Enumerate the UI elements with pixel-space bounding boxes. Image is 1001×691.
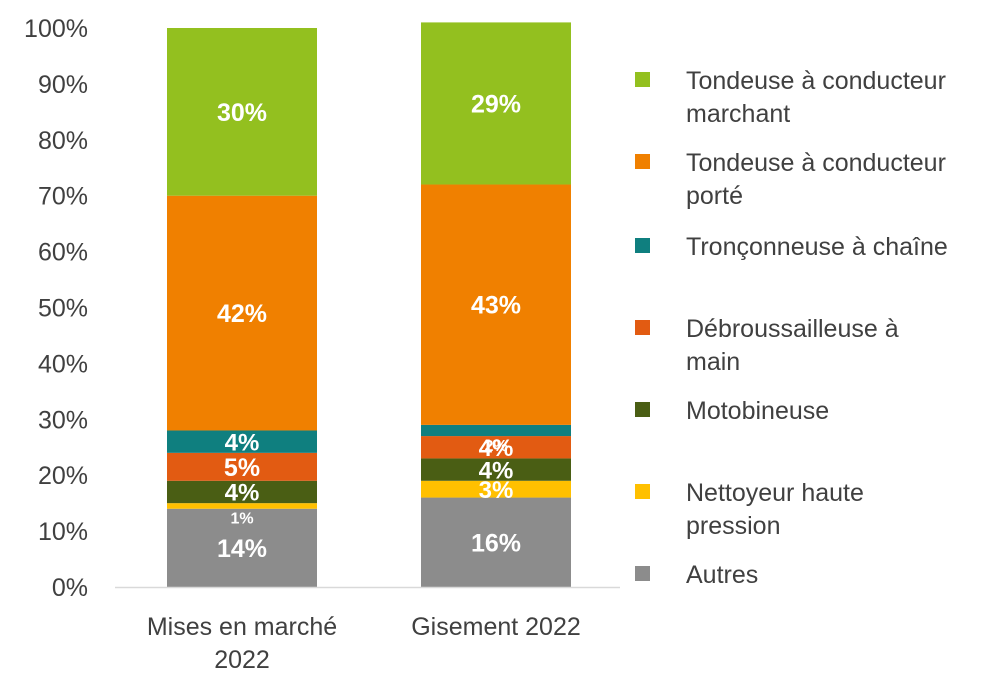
y-tick-label: 90%: [38, 71, 88, 99]
y-tick-label: 0%: [52, 574, 88, 602]
data-label: 4%: [479, 457, 514, 484]
legend-label: Autres: [686, 561, 758, 589]
data-label: 43%: [471, 292, 521, 320]
data-label: 16%: [471, 529, 521, 557]
y-tick-label: 60%: [38, 239, 88, 267]
x-axis: Mises en marché 2022 Gisement 2022: [115, 586, 620, 674]
legend-swatch: [635, 72, 650, 87]
bar-segment: [167, 480, 317, 504]
legend-swatch: [635, 566, 650, 581]
y-axis: 0% 10% 20% 30% 40% 50% 60% 70% 80% 90% 100%: [24, 15, 88, 602]
legend-label: Tronçonneuse à chaîne: [686, 233, 948, 261]
legend-label: Débroussailleuse à main: [686, 315, 899, 376]
legend-swatch: [635, 238, 650, 253]
legend-item: Tronçonneuse à chaîne: [635, 233, 948, 261]
legend-label-line: porté: [686, 182, 743, 210]
legend-label-line: Tronçonneuse à chaîne: [686, 233, 948, 261]
data-label: 5%: [224, 454, 260, 482]
legend-label: Tondeuse à conducteur marchant: [686, 67, 946, 128]
bars: 14%1%4%5%4%42%30%16%3%4%4%2%43%29%: [167, 22, 571, 587]
bar-segment: [167, 508, 317, 587]
y-tick-label: 20%: [38, 462, 88, 490]
data-label: 14%: [217, 535, 267, 563]
bar-segment: [167, 195, 317, 431]
data-label: 2%: [484, 438, 507, 455]
legend-label-line: Motobineuse: [686, 397, 829, 425]
y-tick-label: 70%: [38, 183, 88, 211]
legend-item: Tondeuse à conducteur marchant: [635, 67, 946, 128]
data-label: 4%: [225, 480, 260, 507]
data-label: 4%: [225, 429, 260, 456]
legend-label-line: pression: [686, 512, 781, 540]
data-label: 30%: [217, 99, 267, 127]
y-tick-label: 30%: [38, 406, 88, 434]
legend-item: Tondeuse à conducteur porté: [635, 149, 946, 210]
legend-label: Tondeuse à conducteur porté: [686, 149, 946, 210]
bar-segment: [421, 480, 571, 498]
legend-label-line: Autres: [686, 561, 758, 589]
legend-swatch: [635, 154, 650, 169]
x-category-label-line: Gisement 2022: [411, 613, 581, 641]
bar-segment: [167, 430, 317, 453]
legend-swatch: [635, 402, 650, 417]
y-tick-label: 10%: [38, 518, 88, 546]
legend-label-line: Tondeuse à conducteur: [686, 67, 946, 95]
x-category-label: Mises en marché 2022: [147, 613, 337, 674]
bar-segment: [421, 497, 571, 587]
legend-swatch: [635, 320, 650, 335]
data-label: 1%: [230, 511, 253, 528]
legend-label-line: Nettoyeur haute: [686, 479, 864, 507]
legend-label-line: main: [686, 348, 740, 376]
bar-segment: [167, 452, 317, 481]
bar-segment: [421, 436, 571, 459]
data-label: 29%: [471, 90, 521, 118]
legend-item: Débroussailleuse à main: [635, 315, 899, 376]
bar-segment: [421, 458, 571, 481]
legend-label-line: marchant: [686, 100, 790, 128]
legend-label: Motobineuse: [686, 397, 829, 425]
data-label: 4%: [479, 435, 514, 462]
y-tick-label: 100%: [24, 15, 88, 43]
legend-label-line: Débroussailleuse à: [686, 315, 899, 343]
bar-segment: [421, 424, 571, 437]
legend-label: Nettoyeur haute pression: [686, 479, 864, 540]
bar-segment: [421, 184, 571, 425]
legend-swatch: [635, 484, 650, 499]
legend-item: Autres: [635, 561, 758, 589]
bar-segment: [167, 28, 317, 196]
legend-item: Motobineuse: [635, 397, 829, 425]
x-category-label-line: 2022: [214, 646, 270, 674]
y-tick-label: 40%: [38, 350, 88, 378]
y-tick-label: 80%: [38, 127, 88, 155]
legend-item: Nettoyeur haute pression: [635, 479, 864, 540]
y-tick-label: 50%: [38, 295, 88, 323]
x-category-label: Gisement 2022: [411, 613, 581, 641]
data-label: 3%: [479, 477, 514, 504]
bar-segment: [167, 503, 317, 509]
x-category-label-line: Mises en marché: [147, 613, 337, 641]
data-label: 42%: [217, 300, 267, 328]
legend-label-line: Tondeuse à conducteur: [686, 149, 946, 177]
bar-segment: [421, 22, 571, 185]
